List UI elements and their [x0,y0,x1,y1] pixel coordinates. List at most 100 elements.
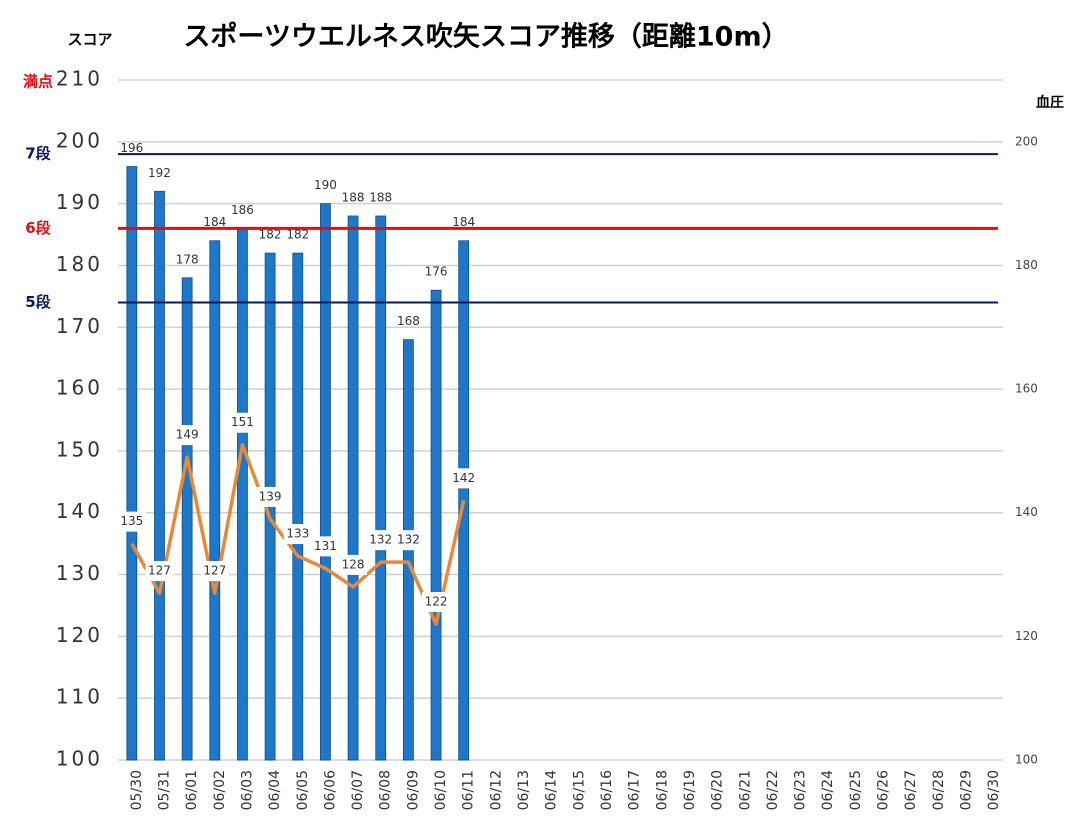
bar [375,215,387,761]
y-tick-label: 150 [56,437,103,461]
chart-title: スポーツウエルネス吹矢スコア推移（距離10m） [183,21,788,53]
y-tick-label: 100 [56,747,103,771]
x-tick-label: 06/29 [959,770,975,810]
x-tick-label: 06/08 [378,770,394,810]
y-tick-label: 120 [56,623,103,647]
bar [320,203,331,761]
y2-tick-label: 100 [1015,753,1038,767]
bar-value-label: 182 [259,228,282,242]
x-tick-label: 06/30 [986,770,1002,810]
data-label-box [449,468,478,489]
x-tick-label: 06/19 [682,770,698,810]
x-tick-label: 06/15 [571,770,587,810]
y-tick-label: 170 [56,314,103,338]
x-tick-label: 06/24 [820,770,836,810]
y2-tick-label: 120 [1015,629,1038,643]
x-tick-label: 06/16 [599,770,615,810]
y-tick-label: 160 [56,376,103,400]
bar-value-label: 168 [397,314,420,328]
x-tick-label: 06/02 [212,770,228,810]
line-value-label: 151 [231,415,254,429]
line-value-label: 135 [120,514,143,528]
y-tick-label: 200 [56,128,103,152]
bar-value-label: 176 [425,265,448,279]
x-tick-label: 06/06 [322,770,338,810]
x-tick-label: 06/10 [433,770,449,810]
line-value-label: 127 [203,564,226,578]
bar [292,252,304,761]
x-tick-label: 06/07 [350,770,366,810]
x-tick-label: 05/31 [156,770,172,810]
y2-tick-label: 180 [1015,258,1038,272]
bar-value-label: 186 [231,203,254,217]
y-tick-label: 210 [56,67,103,91]
data-label-box [283,524,312,544]
line-value-label: 132 [369,533,392,547]
y-tick-label: 110 [56,685,103,709]
x-tick-label: 06/01 [184,770,200,810]
x-tick-label: 06/23 [793,770,809,810]
line-value-label: 149 [176,428,199,442]
data-label-box [394,530,423,551]
x-tick-label: 06/04 [267,770,283,810]
data-label-box [145,561,174,582]
reference-label: 6段 [25,219,50,237]
data-label-box [200,561,229,582]
x-tick-label: 06/09 [405,770,421,810]
x-tick-label: 06/26 [876,770,892,810]
x-tick-label: 06/13 [516,770,532,810]
y-axis-label: スコア [67,31,112,49]
x-tick-label: 06/03 [239,770,255,810]
reference-label: 7段 [25,145,50,163]
bar-value-label: 192 [148,166,171,180]
bar-value-label: 188 [342,191,365,205]
line-value-label: 142 [452,471,475,485]
x-tick-label: 06/05 [295,770,311,810]
x-tick-label: 06/18 [654,770,670,810]
x-tick-label: 06/12 [488,770,504,810]
data-label-box [311,536,340,557]
bar [126,166,138,761]
bar-value-label: 188 [369,191,392,205]
bar [181,277,193,761]
reference-label: 5段 [25,293,50,311]
y-tick-label: 140 [56,499,103,523]
line-value-label: 139 [259,489,282,503]
bar-value-label: 190 [314,178,337,192]
bar [154,190,165,761]
x-tick-label: 06/11 [461,770,477,810]
bar [347,215,359,761]
data-label-box [117,511,146,532]
x-tick-label: 06/27 [903,770,919,810]
x-tick-label: 06/28 [931,770,947,810]
x-tick-label: 05/30 [129,770,145,810]
x-tick-label: 06/20 [710,770,726,810]
y2-tick-label: 140 [1015,505,1038,519]
axis-annotation: 満点 [23,73,53,91]
x-tick-label: 06/17 [627,770,643,810]
data-label-box [339,554,368,575]
y-tick-label: 180 [56,252,103,276]
data-label-box [173,425,202,446]
line-value-label: 133 [286,527,309,541]
data-label-box [366,530,395,551]
bar-value-label: 178 [176,252,199,266]
y2-tick-label: 200 [1015,134,1038,148]
bar [209,240,221,761]
bar [430,289,442,761]
y-tick-label: 130 [56,561,103,585]
line-value-label: 132 [397,533,420,547]
data-label-box [422,592,451,612]
line-value-label: 122 [425,595,448,609]
bar-value-label: 184 [203,215,226,229]
x-tick-label: 06/22 [765,770,781,810]
y2-tick-label: 160 [1015,382,1038,396]
line-value-label: 128 [342,557,365,571]
line-value-label: 131 [314,539,337,553]
line [130,442,466,626]
data-label-box [228,412,257,433]
bar-value-label: 182 [286,228,309,242]
x-tick-label: 06/25 [848,770,864,810]
data-label-box [256,486,285,507]
